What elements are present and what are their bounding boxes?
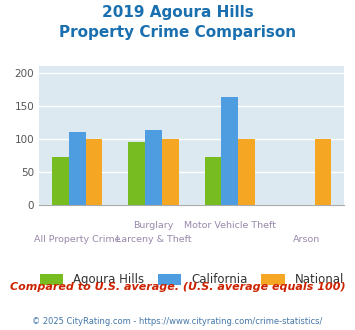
Text: Arson: Arson — [293, 235, 320, 244]
Text: Compared to U.S. average. (U.S. average equals 100): Compared to U.S. average. (U.S. average … — [10, 282, 345, 292]
Bar — [145, 130, 162, 205]
Legend: Agoura Hills, California, National: Agoura Hills, California, National — [35, 269, 349, 291]
Text: 2019 Agoura Hills: 2019 Agoura Hills — [102, 5, 253, 20]
Text: Larceny & Theft: Larceny & Theft — [116, 235, 191, 244]
Bar — [69, 132, 86, 205]
Bar — [222, 97, 238, 205]
Text: Motor Vehicle Theft: Motor Vehicle Theft — [184, 221, 276, 230]
Bar — [315, 139, 331, 205]
Bar — [162, 139, 179, 205]
Bar — [129, 142, 145, 205]
Bar — [52, 157, 69, 205]
Bar — [86, 139, 102, 205]
Text: Property Crime Comparison: Property Crime Comparison — [59, 25, 296, 40]
Bar — [238, 139, 255, 205]
Bar — [205, 157, 222, 205]
Text: All Property Crime: All Property Crime — [34, 235, 120, 244]
Text: Burglary: Burglary — [133, 221, 174, 230]
Text: © 2025 CityRating.com - https://www.cityrating.com/crime-statistics/: © 2025 CityRating.com - https://www.city… — [32, 317, 323, 326]
